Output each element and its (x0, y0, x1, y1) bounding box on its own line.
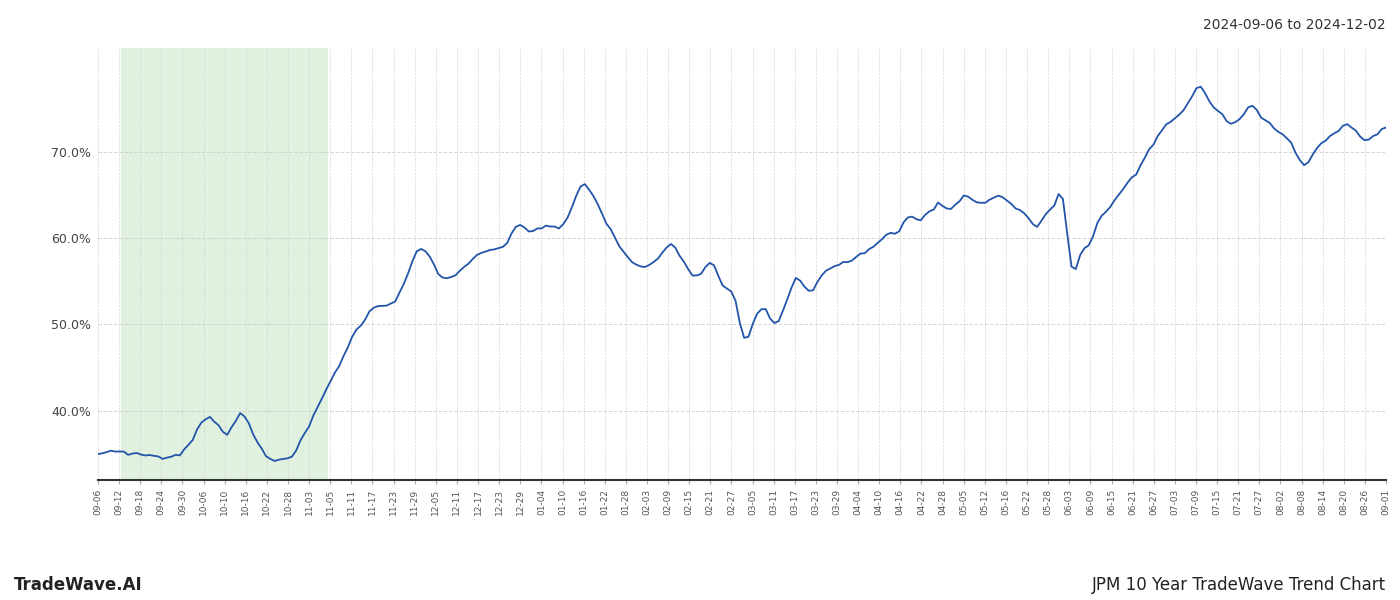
Text: JPM 10 Year TradeWave Trend Chart: JPM 10 Year TradeWave Trend Chart (1092, 576, 1386, 594)
Text: TradeWave.AI: TradeWave.AI (14, 576, 143, 594)
Text: 2024-09-06 to 2024-12-02: 2024-09-06 to 2024-12-02 (1204, 18, 1386, 32)
Bar (122, 48, 328, 480)
